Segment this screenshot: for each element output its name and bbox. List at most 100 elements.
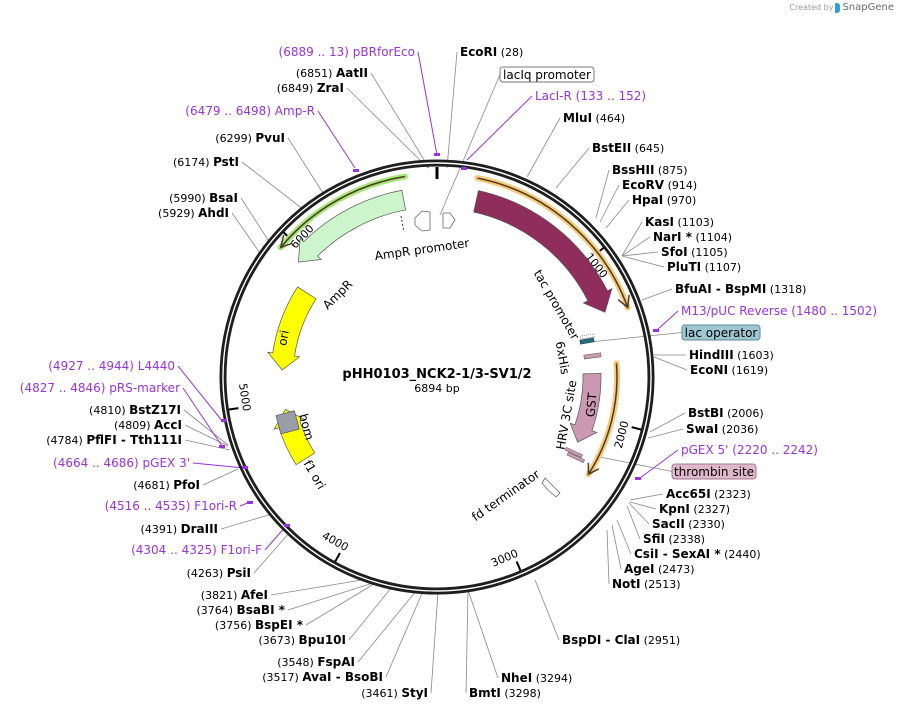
site-bpu10i[interactable]: (3673) Bpu10I [258, 633, 346, 647]
site-label[interactable]: (3461) StyI [361, 686, 428, 700]
primer-pgex-3[interactable]: (4664 .. 4686) pGEX 3' [53, 456, 248, 470]
primer-laci-r[interactable]: LacI-R (133 .. 152) [461, 89, 646, 170]
site-draiii[interactable]: (4391) DraIII [141, 522, 218, 536]
site-bstbi[interactable]: BstBI (2006) [688, 406, 764, 420]
primer-label[interactable]: pGEX 5' (2220 .. 2242) [681, 443, 818, 457]
feature-laciq-promoter[interactable] [442, 212, 456, 229]
site-label[interactable]: (6851) AatII [296, 66, 368, 80]
feature-ampr-promoter[interactable] [414, 210, 431, 232]
site-psti[interactable]: (6174) PstI [173, 155, 239, 169]
site-label[interactable]: (4809) AccI [114, 418, 182, 432]
site-styi[interactable]: (3461) StyI [361, 686, 428, 700]
site-label[interactable]: (3764) BsaBI * [196, 603, 285, 617]
primer-prs-marker[interactable]: (4827 .. 4846) pRS-marker [20, 381, 225, 448]
site-hindiii[interactable]: HindIII (1603) [689, 348, 774, 362]
site-kpni[interactable]: KpnI (2327) [659, 502, 730, 516]
site-label[interactable]: (6299) PvuI [215, 131, 285, 145]
primer-f1ori-f[interactable]: (4304 .. 4325) F1ori-F [131, 524, 290, 557]
site-label[interactable]: (3673) Bpu10I [258, 633, 346, 647]
site-label[interactable]: BfuAI - BspMI (1318) [675, 282, 806, 296]
primer-label[interactable]: (4827 .. 4846) pRS-marker [20, 381, 180, 395]
primer-label[interactable]: LacI-R (133 .. 152) [535, 89, 646, 103]
site-label[interactable]: (4784) PflFI - Tth111I [46, 433, 182, 447]
feature-hrv-3c-site[interactable] [564, 446, 583, 458]
site-label[interactable]: (4263) PsiI [187, 566, 251, 580]
site-label[interactable]: EcoRV (914) [622, 178, 697, 192]
feature-lac-operator[interactable] [579, 337, 595, 345]
site-label[interactable]: NotI (2513) [612, 577, 681, 591]
primer-label[interactable]: (4927 .. 4944) L4440 [48, 359, 175, 373]
site-label[interactable]: (4391) DraIII [141, 522, 218, 536]
primer-m13-puc-reverse[interactable]: M13/pUC Reverse (1480 .. 1502) [653, 304, 877, 332]
site-label[interactable]: KasI (1103) [645, 215, 714, 229]
site-sfoi[interactable]: SfoI (1105) [661, 245, 728, 259]
feature-box-thrombin-site[interactable]: thrombin site [671, 463, 757, 480]
site-bfuai-bspmi[interactable]: BfuAI - BspMI (1318) [675, 282, 806, 296]
site-label[interactable]: BspDI - ClaI (2951) [562, 633, 680, 647]
primer-amp-r[interactable]: (6479 .. 6498) Amp-R [185, 104, 359, 172]
primer-label[interactable]: (4664 .. 4686) pGEX 3' [53, 456, 190, 470]
site-label[interactable]: (3756) BspEI * [215, 618, 304, 632]
site-label[interactable]: CsiI - SexAI * (2440) [634, 547, 761, 561]
feature-fd-terminator[interactable] [541, 477, 561, 498]
site-label[interactable]: (5990) BsaI [169, 191, 238, 205]
site-ahdi[interactable]: (5929) AhdI [158, 206, 229, 220]
feature-laci-arrow[interactable] [473, 190, 613, 313]
site-label[interactable]: (3548) FspAI [277, 655, 355, 669]
feature-ampr[interactable] [298, 189, 406, 263]
site-label[interactable]: (3517) AvaI - BsoBI [262, 670, 383, 684]
site-pfoi[interactable]: (4681) PfoI [133, 478, 200, 492]
feature-bom[interactable] [275, 410, 300, 435]
site-label[interactable]: (5929) AhdI [158, 206, 229, 220]
site-bspei[interactable]: (3756) BspEI * [215, 618, 304, 632]
site-pflfi-tth111i[interactable]: (4784) PflFI - Tth111I [46, 433, 182, 447]
site-fspai[interactable]: (3548) FspAI [277, 655, 355, 669]
site-label[interactable]: AgeI (2473) [624, 562, 695, 576]
feature-ori[interactable] [266, 286, 317, 371]
site-bspdi-clai[interactable]: BspDI - ClaI (2951) [562, 633, 680, 647]
site-label[interactable]: KpnI (2327) [659, 502, 730, 516]
feature-thrombin-site[interactable] [566, 451, 585, 463]
site-noti[interactable]: NotI (2513) [612, 577, 681, 591]
primer-f1ori-r[interactable]: (4516 .. 4535) F1ori-R [105, 499, 253, 513]
site-nari[interactable]: NarI * (1104) [653, 230, 732, 244]
site-label[interactable]: SfoI (1105) [661, 245, 728, 259]
feature-box-lac-operator[interactable]: lac operator [681, 324, 761, 341]
site-label[interactable]: BssHII (875) [612, 163, 687, 177]
site-bsteii[interactable]: BstEII (645) [592, 141, 664, 155]
feature-gst[interactable] [569, 373, 602, 443]
site-ecori[interactable]: EcoRI (28) [460, 45, 523, 59]
site-label[interactable]: NheI (3294) [501, 671, 572, 685]
site-label[interactable]: Acc65I (2323) [666, 487, 751, 501]
primer-label[interactable]: M13/pUC Reverse (1480 .. 1502) [681, 304, 877, 318]
site-label[interactable]: SfiI (2338) [643, 532, 705, 546]
site-label[interactable]: EcoRI (28) [460, 45, 523, 59]
primer-pgex-5[interactable]: pGEX 5' (2220 .. 2242) [635, 443, 818, 480]
feature-6xhis[interactable] [583, 352, 602, 360]
site-csii-sexai[interactable]: CsiI - SexAI * (2440) [634, 547, 761, 561]
feature-ampr-arrow[interactable] [298, 189, 406, 263]
site-label[interactable]: (4681) PfoI [133, 478, 200, 492]
site-label[interactable]: SwaI (2036) [686, 422, 758, 436]
site-label[interactable]: BstEII (645) [592, 141, 664, 155]
feature-box-laciq-promoter[interactable]: lacIq promoter [499, 66, 595, 83]
site-swai[interactable]: SwaI (2036) [686, 422, 758, 436]
site-label[interactable]: MluI (464) [563, 111, 625, 125]
site-bsshii[interactable]: BssHII (875) [612, 163, 687, 177]
site-pluti[interactable]: PluTI (1107) [667, 260, 741, 274]
primer-label[interactable]: (4304 .. 4325) F1ori-F [131, 543, 262, 557]
feature-laci[interactable] [473, 190, 613, 313]
site-hpai[interactable]: HpaI (970) [632, 193, 696, 207]
site-bmti[interactable]: BmtI (3298) [469, 686, 541, 700]
feature-ori-arrow[interactable] [266, 286, 317, 371]
site-ecorv[interactable]: EcoRV (914) [622, 178, 697, 192]
site-label[interactable]: (6849) ZraI [277, 81, 344, 95]
site-label[interactable]: (4810) BstZ17I [89, 403, 181, 417]
site-bsai[interactable]: (5990) BsaI [169, 191, 238, 205]
primer-pbrforeco[interactable]: (6889 .. 13) pBRforEco [279, 45, 440, 156]
site-label[interactable]: EcoNI (1619) [690, 363, 768, 377]
site-pvui[interactable]: (6299) PvuI [215, 131, 285, 145]
feature-gst-arrow[interactable] [569, 373, 602, 443]
site-label[interactable]: (6174) PstI [173, 155, 239, 169]
primer-label[interactable]: (6889 .. 13) pBRforEco [279, 45, 415, 59]
